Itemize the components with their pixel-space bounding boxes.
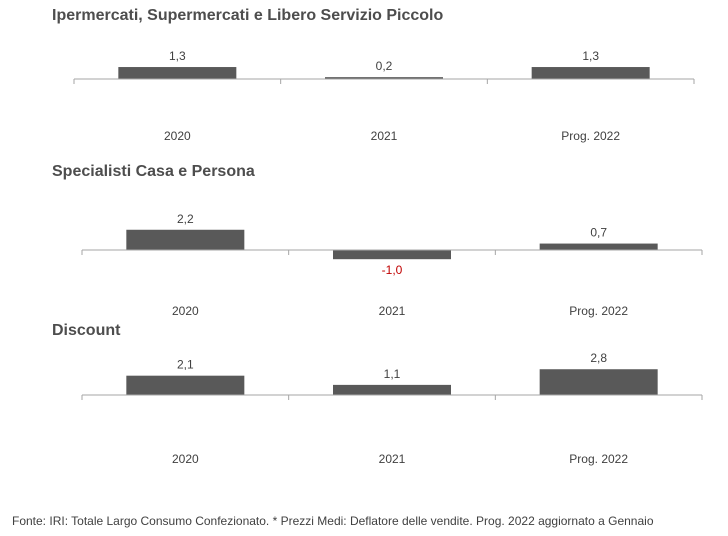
category-label-2-2: Prog. 2022: [569, 452, 628, 466]
category-label-1-2: Prog. 2022: [569, 304, 628, 318]
source-footnote: Fonte: IRI: Totale Largo Consumo Confezi…: [12, 514, 654, 528]
data-label-1-2: 0,7: [590, 226, 607, 240]
category-label-2-0: 2020: [172, 452, 199, 466]
bar-0-2: [531, 67, 650, 79]
data-label-0-0: 1,3: [169, 49, 186, 63]
category-label-1-0: 2020: [172, 304, 199, 318]
category-label-1-1: 2021: [379, 304, 406, 318]
bar-1-0: [126, 229, 245, 250]
bar-0-0: [118, 67, 237, 79]
bar-2-0: [126, 375, 245, 395]
panel-title-discount: Discount: [52, 322, 121, 339]
data-label-2-0: 2,1: [177, 358, 194, 372]
category-label-0-0: 2020: [164, 129, 191, 143]
data-label-2-1: 1,1: [384, 367, 401, 381]
panel-title-ipermercati: Ipermercati, Supermercati e Libero Servi…: [52, 7, 444, 24]
bar-2-1: [333, 384, 451, 395]
data-label-1-0: 2,2: [177, 212, 194, 226]
category-label-2-1: 2021: [379, 452, 406, 466]
data-label-0-1: 0,2: [376, 59, 393, 73]
panel-title-specialisti: Specialisti Casa e Persona: [52, 163, 255, 180]
chart-ipermercati: 1,3 2020 0,2 2021 1,3 Prog. 2022: [73, 49, 695, 143]
category-label-0-1: 2021: [371, 129, 398, 143]
data-label-2-2: 2,8: [590, 351, 607, 365]
chart-specialisti: 2,2 2020 -1,0 2021 0,7 Prog. 2022: [81, 212, 703, 318]
bar-1-2: [539, 243, 658, 250]
bar-2-2: [539, 369, 658, 395]
bar-1-1: [333, 250, 451, 260]
data-label-0-2: 1,3: [582, 49, 599, 63]
category-label-0-2: Prog. 2022: [561, 129, 620, 143]
bar-0-1: [325, 77, 443, 79]
data-label-1-1: -1,0: [382, 263, 403, 277]
chart-discount: 2,1 2020 1,1 2021 2,8 Prog. 2022: [81, 351, 703, 466]
